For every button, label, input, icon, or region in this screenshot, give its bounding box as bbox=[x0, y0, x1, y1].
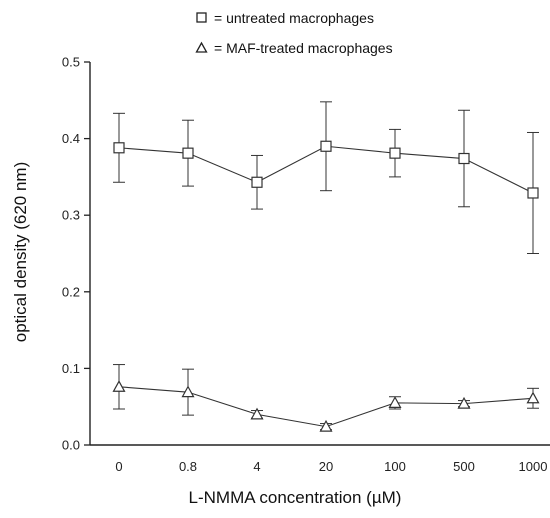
y-tick-label: 0.2 bbox=[62, 284, 80, 299]
data-point-square bbox=[251, 176, 263, 188]
x-tick-label: 20 bbox=[319, 459, 333, 474]
data-point-square bbox=[320, 140, 332, 152]
y-tick-label: 0.4 bbox=[62, 131, 80, 146]
series-layer bbox=[112, 101, 540, 432]
data-point-square bbox=[389, 147, 401, 159]
data-point-square bbox=[458, 152, 470, 165]
axes: 0.0 0.1 0.2 0.3 0.4 0.5 0 0.8 4 20 100 500 1000 bbox=[62, 55, 550, 474]
x-axis-title: L-NMMA concentration (µM) bbox=[189, 488, 402, 507]
data-point-triangle bbox=[457, 396, 471, 409]
x-tick-label: 1000 bbox=[519, 459, 548, 474]
legend-marker-triangle bbox=[195, 41, 208, 53]
data-point-triangle bbox=[526, 391, 540, 404]
legend: = untreated macrophages = MAF-treated ma… bbox=[195, 10, 393, 56]
data-point-triangle bbox=[388, 396, 402, 408]
x-tick-label: 4 bbox=[253, 459, 260, 474]
data-point-triangle bbox=[319, 419, 333, 432]
series-triangle bbox=[112, 364, 540, 432]
x-tick-label: 100 bbox=[384, 459, 406, 474]
legend-marker-square bbox=[196, 12, 207, 23]
series-square bbox=[113, 101, 539, 254]
data-point-square bbox=[182, 147, 194, 159]
data-point-triangle bbox=[250, 407, 264, 420]
y-tick-label: 0.3 bbox=[62, 208, 80, 223]
y-axis-title: optical density (620 nm) bbox=[11, 162, 30, 342]
legend-entry-untreated: = untreated macrophages bbox=[214, 10, 374, 26]
data-point-triangle bbox=[181, 385, 195, 398]
y-tick-label: 0.5 bbox=[62, 55, 80, 70]
data-point-square bbox=[113, 142, 125, 154]
x-tick-label: 0 bbox=[115, 459, 122, 474]
y-tick-label: 0.1 bbox=[62, 361, 80, 376]
data-point-square bbox=[527, 187, 539, 199]
x-tick-label: 500 bbox=[453, 459, 475, 474]
data-point-triangle bbox=[112, 380, 126, 392]
legend-entry-maf-treated: = MAF-treated macrophages bbox=[214, 40, 393, 56]
x-tick-label: 0.8 bbox=[179, 459, 197, 474]
y-tick-label: 0.0 bbox=[62, 438, 80, 453]
